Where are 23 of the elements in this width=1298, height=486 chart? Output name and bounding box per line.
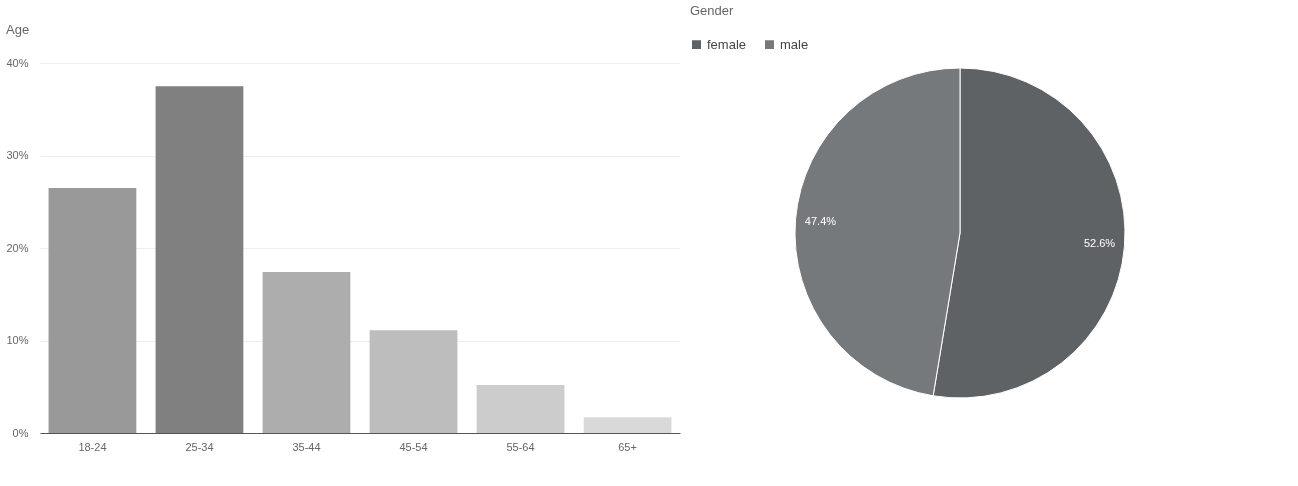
chart-title: Gender bbox=[690, 3, 735, 18]
y-tick-label: 30% bbox=[6, 149, 29, 161]
x-tick-label: 65+ bbox=[618, 440, 637, 453]
bar bbox=[583, 417, 672, 433]
x-tick-label: 55-64 bbox=[506, 440, 535, 453]
y-tick-label: 0% bbox=[12, 426, 29, 439]
data-label: 52.6% bbox=[1083, 237, 1116, 250]
x-tick-label: 25-34 bbox=[185, 440, 214, 453]
y-tick-label: 10% bbox=[6, 334, 29, 346]
legend-label: female bbox=[707, 36, 747, 52]
bar bbox=[262, 272, 351, 433]
bar bbox=[476, 384, 565, 433]
y-tick-label: 40% bbox=[6, 56, 29, 69]
x-tick-label: 45-54 bbox=[399, 440, 428, 453]
bar bbox=[369, 330, 458, 433]
x-tick-label: 18-24 bbox=[78, 440, 107, 453]
y-tick-label: 20% bbox=[6, 241, 29, 254]
legend-label: male bbox=[780, 36, 809, 52]
x-tick-label: 35-44 bbox=[292, 440, 321, 453]
chart-title: Age bbox=[5, 22, 30, 37]
bar bbox=[48, 187, 137, 433]
bar bbox=[155, 86, 244, 433]
data-label: 47.4% bbox=[804, 214, 837, 227]
